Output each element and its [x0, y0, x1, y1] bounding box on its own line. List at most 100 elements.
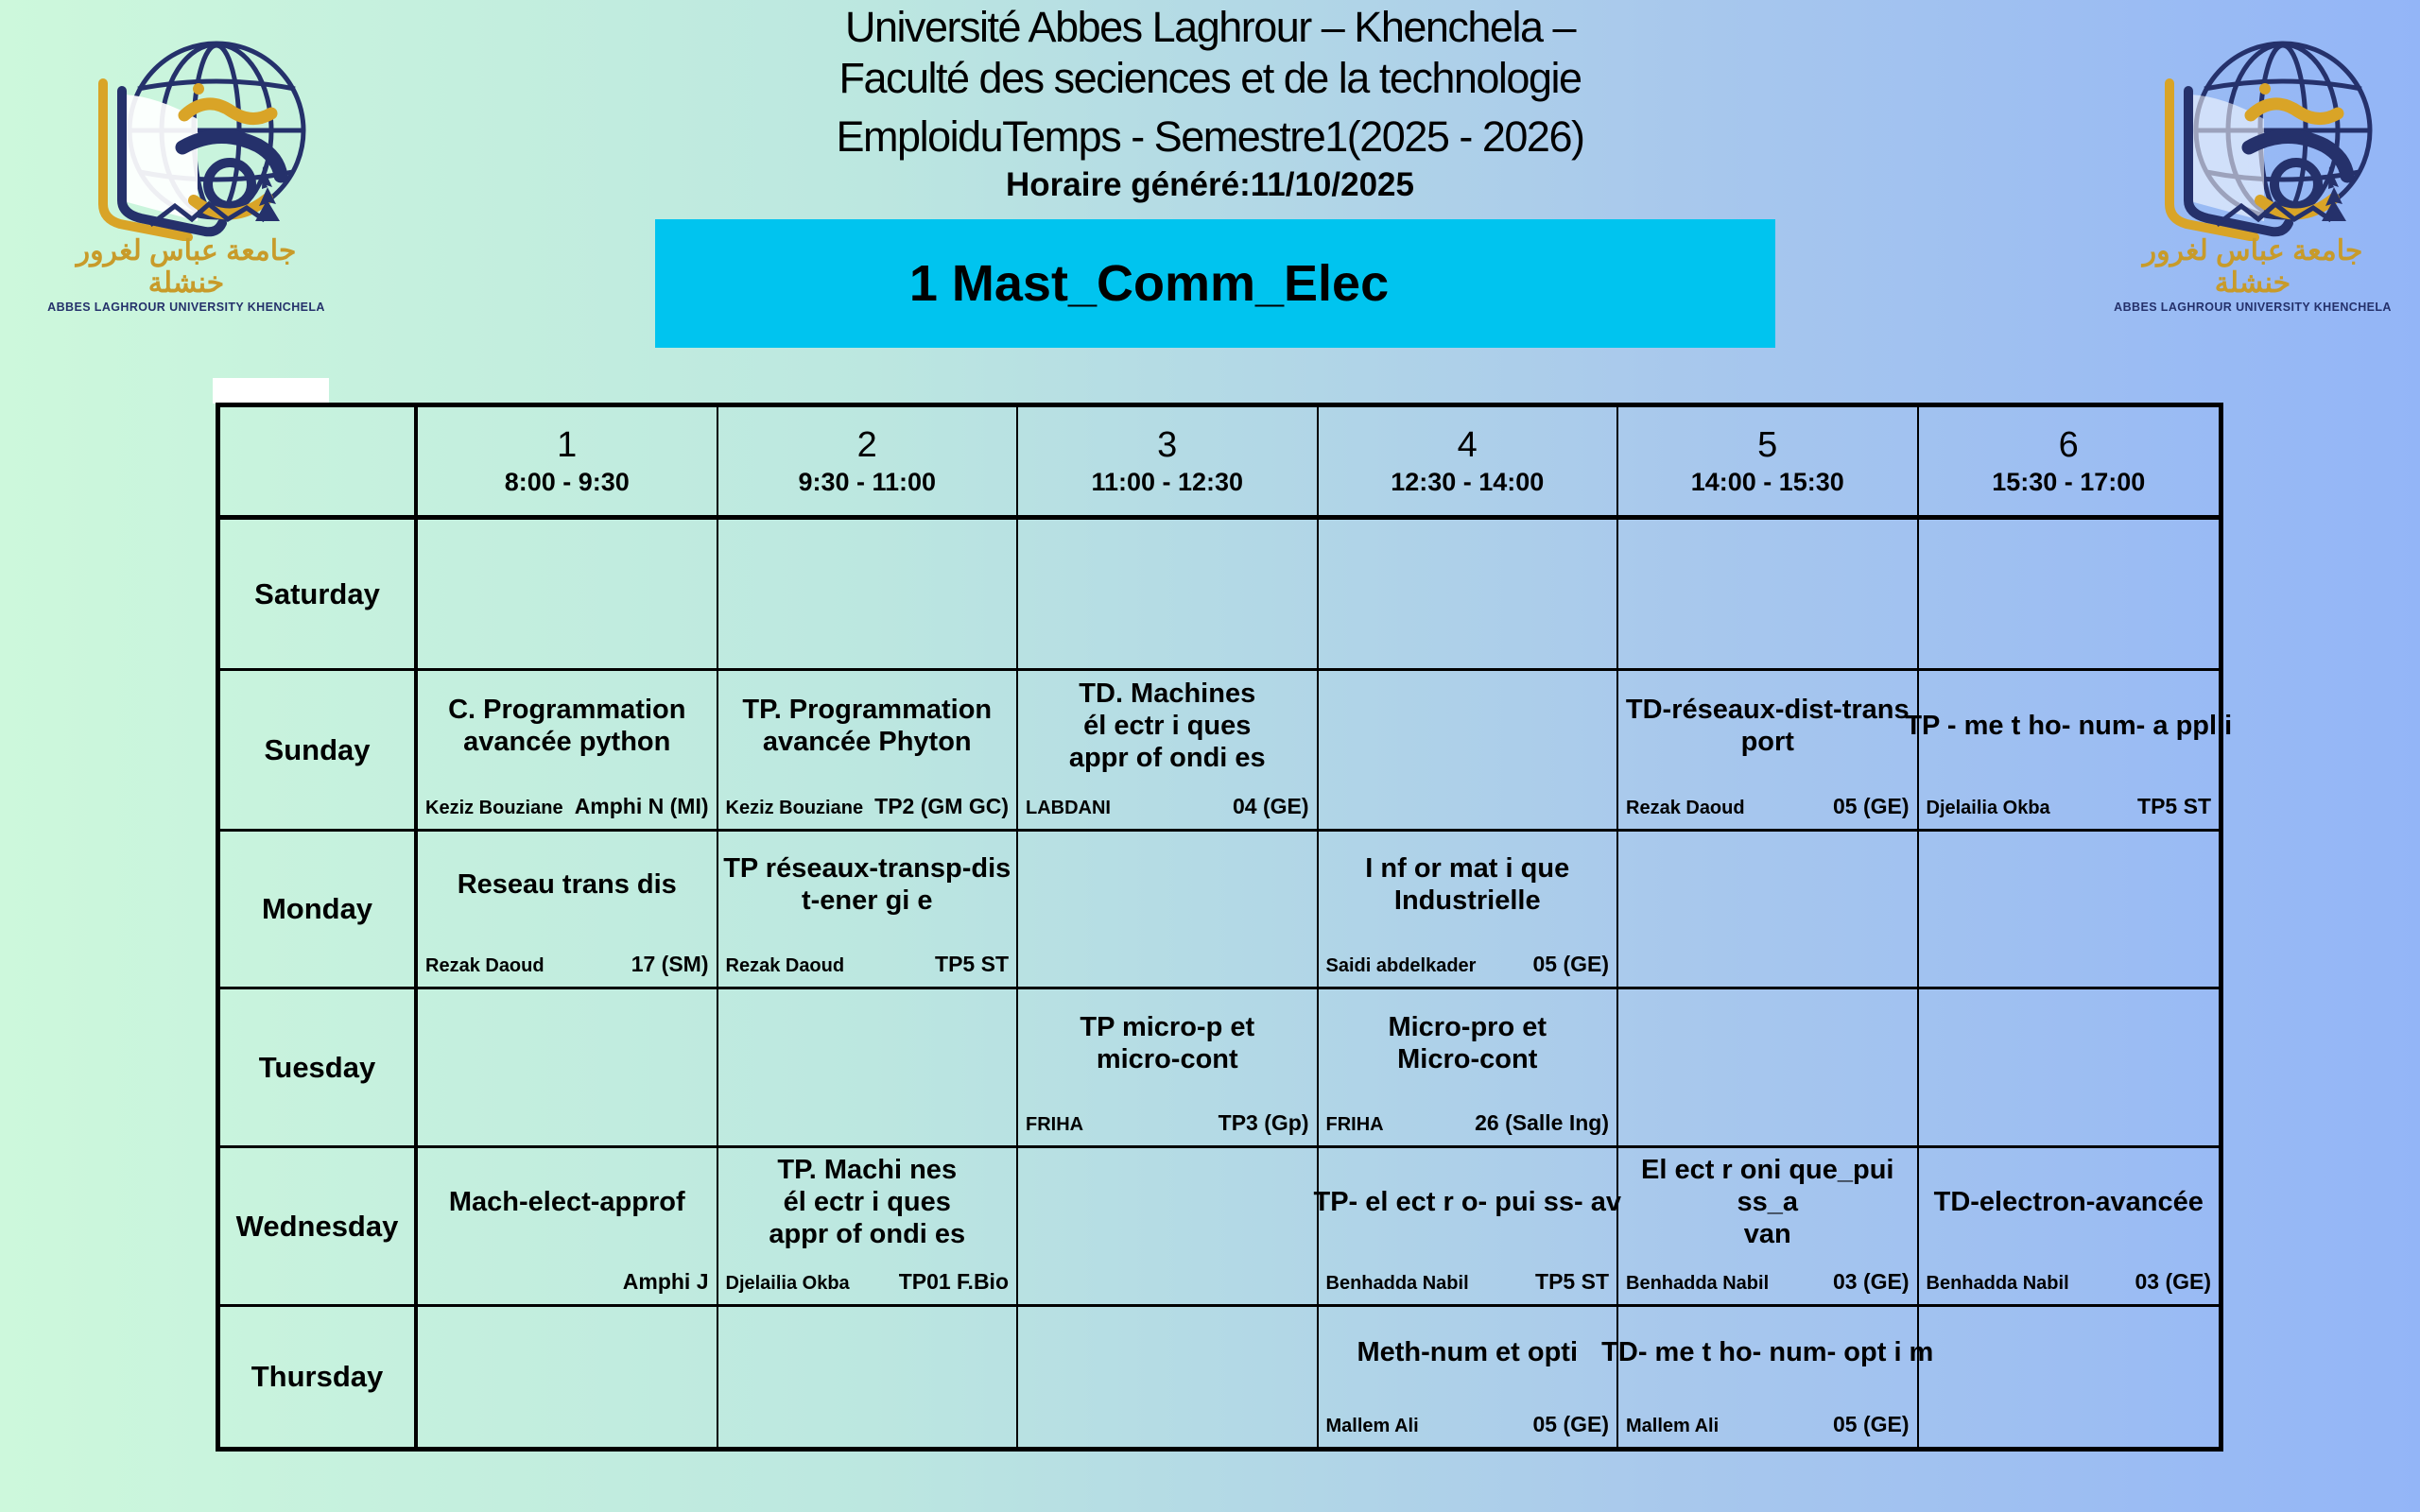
room-label: 17 (SM) — [631, 952, 709, 976]
day-label: Monday — [220, 832, 418, 989]
timetable-cell — [1318, 671, 1618, 832]
room-label: TP5 ST — [2137, 794, 2211, 818]
course-footer: Amphi J — [425, 1269, 709, 1295]
faculty-title: Faculté des seciences et de la technolog… — [838, 54, 1582, 102]
course-title: Reseau trans dis — [457, 869, 677, 900]
course-title: TP. Programmation avancée Phyton — [742, 694, 993, 757]
period-header: 2 9:30 - 11:00 — [717, 407, 1018, 520]
teacher-name: Saidi abdelkader — [1325, 955, 1477, 976]
period-time: 14:00 - 15:30 — [1690, 468, 1844, 496]
timetable-cell: TP - me t ho- num- a ppl i Djelailia Okba… — [1905, 671, 2233, 832]
timetable-cell — [717, 989, 1018, 1148]
course-title: TD-réseaux-dist-trans port — [1625, 694, 1910, 757]
university-logo-icon — [2165, 41, 2373, 241]
day-label: Tuesday — [220, 989, 418, 1148]
room-label: TP2 (GM GC) — [874, 794, 1009, 818]
course-title: TP. Machi nes él ectr i ques appr of ond… — [769, 1154, 966, 1249]
room-label: 03 (GE) — [1832, 1269, 1910, 1294]
room-label: 26 (Salle Ing) — [1475, 1110, 1609, 1135]
timetable-cell: TP micro-p et micro-cont FRIHA TP3 (Gp) — [1018, 989, 1319, 1148]
room-label: TP01 F.Bio — [898, 1269, 1009, 1294]
timetable-cell — [1919, 1307, 2220, 1447]
day-label: Wednesday — [220, 1148, 418, 1307]
group-banner: 1 Mast_Comm_Elec — [655, 219, 1775, 348]
room-label: 04 (GE) — [1232, 794, 1309, 818]
timetable-cell — [418, 989, 718, 1148]
period-time: 9:30 - 11:00 — [798, 468, 937, 496]
course-title: TP micro-p et micro-cont — [1080, 1011, 1255, 1074]
course-footer: Rezak Daoud TP5 ST — [726, 952, 1010, 977]
course-title: TD- me t ho- num- opt i m — [1601, 1337, 1934, 1367]
period-number: 5 — [1757, 425, 1778, 465]
logo-arabic-name: جامعة عباس لغرور خنشلة — [76, 235, 297, 299]
period-number: 1 — [557, 425, 578, 465]
timetable-cell — [718, 1307, 1018, 1447]
room-label: TP3 (Gp) — [1218, 1110, 1309, 1135]
teacher-name: FRIHA — [1026, 1114, 1084, 1135]
period-number: 3 — [1157, 425, 1178, 465]
period-number: 2 — [856, 425, 877, 465]
timetable-cell: TP. Machi nes él ectr i ques appr of ond… — [717, 1148, 1018, 1307]
period-time: 15:30 - 17:00 — [1992, 468, 2146, 496]
timetable-cell: TP réseaux-transp-dis t-ener gi e Rezak D… — [717, 832, 1018, 989]
day-label: Saturday — [220, 520, 418, 671]
timetable-cell: Reseau trans dis Rezak Daoud 17 (SM) — [418, 832, 718, 989]
course-footer: Saidi abdelkader 05 (GE) — [1326, 952, 1610, 977]
course-footer: Benhadda Nabil TP5 ST — [1326, 1269, 1610, 1295]
timetable-cell — [1918, 989, 2219, 1148]
course-title: TD-electron-avancée — [1933, 1186, 2204, 1217]
period-header: 6 15:30 - 17:00 — [1918, 407, 2219, 520]
course-title: Meth-num et opti — [1357, 1337, 1579, 1367]
timetable-cell: TP- el ect r o- pui ss- av Benhadda Nabil… — [1313, 1148, 1622, 1307]
course-title: C. Programmation avancée python — [448, 694, 686, 757]
course-title: Mach-elect-approf — [448, 1186, 685, 1217]
timetable-cell — [1318, 520, 1618, 671]
timetable-cell — [1018, 1148, 1319, 1307]
period-number: 4 — [1457, 425, 1478, 465]
day-label: Sunday — [220, 671, 418, 832]
course-footer: Keziz Bouziane Amphi N (MI) — [425, 794, 709, 819]
timetable-cell: TD. Machines él ectr i ques appr of ondi… — [1018, 671, 1319, 832]
corner-cell — [220, 407, 418, 520]
course-title: TP - me t ho- num- a ppl i — [1905, 710, 2233, 741]
period-time: 12:30 - 14:00 — [1391, 468, 1545, 496]
teacher-name: Mallem Ali — [1626, 1416, 1720, 1436]
timetable-cell: Meth-num et opti Mallem Ali 05 (GE) — [1319, 1307, 1618, 1447]
teacher-name: Benhadda Nabil — [1926, 1273, 2069, 1294]
room-label: 05 (GE) — [1532, 952, 1609, 976]
course-footer: Keziz Bouziane TP2 (GM GC) — [726, 794, 1010, 819]
timetable-cell — [1618, 989, 1919, 1148]
period-header: 5 14:00 - 15:30 — [1618, 407, 1919, 520]
schedule-title: EmploiduTemps - Semestre1(2025 - 2026) — [836, 112, 1585, 161]
period-header: 4 12:30 - 14:00 — [1318, 407, 1618, 520]
timetable-cell: Mach-elect-approf Amphi J — [418, 1148, 718, 1307]
group-name: 1 Mast_Comm_Elec — [908, 255, 1390, 312]
teacher-name: Benhadda Nabil — [1325, 1273, 1469, 1294]
logo-english-name: ABBES LAGHROUR UNIVERSITY KHENCHELA — [2114, 301, 2392, 314]
logo-english-name: ABBES LAGHROUR UNIVERSITY KHENCHELA — [47, 301, 325, 314]
timetable-cell: I nf or mat i que Industrielle Saidi abde… — [1318, 832, 1618, 989]
university-logo-icon — [98, 41, 306, 241]
timetable-cell: El ect r oni que_pui ss_a van Benhadda Na… — [1618, 1148, 1919, 1307]
room-label: 05 (GE) — [1832, 1412, 1910, 1436]
course-title: TP réseaux-transp-dis t-ener gi e — [723, 853, 1011, 916]
corner-note-box — [213, 378, 329, 404]
teacher-name: Keziz Bouziane — [725, 798, 864, 818]
timetable-cell — [418, 520, 718, 671]
timetable-cell: TD-réseaux-dist-trans port Rezak Daoud 05 … — [1618, 671, 1919, 832]
timetable-cell: C. Programmation avancée python Keziz Bou… — [418, 671, 718, 832]
timetable-cell — [1018, 1307, 1319, 1447]
generated-date: Horaire généré:11/10/2025 — [1006, 166, 1414, 203]
timetable-cell: TD- me t ho- num- opt i m Mallem Ali 05 (G… — [1601, 1307, 1934, 1447]
timetable-cell: TD-electron-avancée Benhadda Nabil 03 (GE) — [1918, 1148, 2219, 1307]
room-label: Amphi N (MI) — [574, 794, 709, 818]
university-logo-left: جامعة عباس لغرور خنشلة ABBES LAGHROUR UN… — [40, 28, 333, 315]
course-footer: Mallem Ali 05 (GE) — [1626, 1412, 1910, 1437]
room-label: 05 (GE) — [1832, 794, 1910, 818]
timetable-cell — [1918, 520, 2219, 671]
course-title: TP- el ect r o- pui ss- av — [1313, 1186, 1622, 1217]
course-title: TD. Machines él ectr i ques appr of ondi… — [1068, 678, 1266, 773]
timetable-cell: TP. Programmation avancée Phyton Keziz Bo… — [717, 671, 1018, 832]
teacher-name: Djelailia Okba — [725, 1273, 850, 1294]
course-footer: LABDANI 04 (GE) — [1026, 794, 1309, 819]
